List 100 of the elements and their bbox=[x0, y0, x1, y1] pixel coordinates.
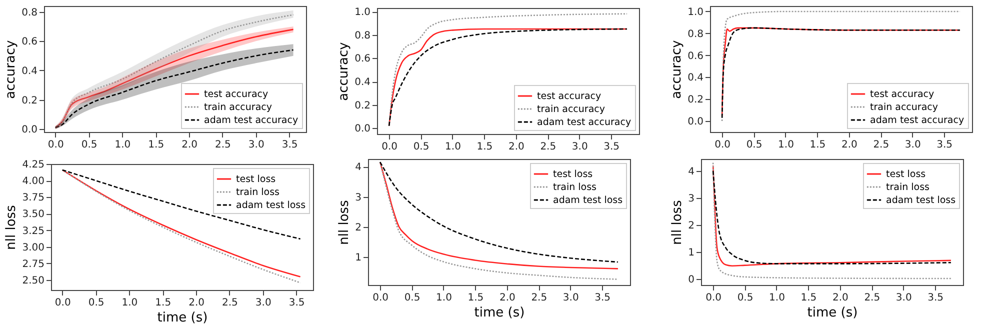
y-tick-label: 3.75 bbox=[22, 192, 44, 204]
x-tick-label: 3.0 bbox=[896, 292, 912, 304]
x-tick-label: 1.0 bbox=[436, 292, 452, 304]
x-tick-label: 1.0 bbox=[769, 292, 785, 304]
x-tick-label: 3.0 bbox=[572, 142, 588, 152]
y-tick-label: 2.75 bbox=[22, 258, 44, 270]
legend-label: test loss bbox=[886, 169, 926, 180]
x-tick-label: 2.5 bbox=[873, 140, 890, 150]
x-tick-label: 0.0 bbox=[48, 140, 64, 150]
y-tick-label: 4.00 bbox=[22, 176, 44, 188]
x-tick-label: 0.5 bbox=[737, 292, 754, 304]
y-tick-label: 0 bbox=[688, 274, 694, 286]
x-tick-label: 1.0 bbox=[778, 140, 794, 150]
y-axis-title: accuracy bbox=[336, 42, 352, 101]
x-axis-title: time (s) bbox=[474, 306, 525, 320]
y-tick-label: 3.00 bbox=[22, 242, 44, 254]
y-axis-title: nll loss bbox=[4, 204, 20, 250]
x-tick-label: 2.5 bbox=[215, 140, 231, 150]
y-axis-title: nll loss bbox=[337, 200, 352, 245]
legend-label: train loss bbox=[553, 182, 597, 193]
x-tick-label: 1.5 bbox=[148, 140, 164, 150]
legend-label: train loss bbox=[236, 187, 280, 198]
y-tick-label: 0.4 bbox=[688, 72, 704, 84]
y-tick-label: 4 bbox=[355, 162, 362, 174]
y-tick-label: 2.50 bbox=[22, 276, 44, 287]
legend-label: test accuracy bbox=[870, 89, 935, 100]
x-tick-label: 0.5 bbox=[746, 140, 762, 150]
y-tick-label: 0.0 bbox=[688, 116, 704, 128]
x-tick-label: 1.0 bbox=[122, 298, 138, 308]
legend-label: adam test loss bbox=[886, 195, 956, 206]
legend-label: train accuracy bbox=[204, 102, 272, 113]
y-axis-title: accuracy bbox=[4, 40, 19, 99]
y-tick-label: 3.25 bbox=[22, 226, 44, 237]
x-tick-label: 0.5 bbox=[81, 140, 98, 150]
y-tick-label: 1.0 bbox=[688, 6, 704, 18]
y-tick-label: 2 bbox=[355, 222, 362, 234]
x-tick-label: 3.5 bbox=[594, 292, 611, 304]
y-tick-label: 2 bbox=[688, 220, 694, 232]
x-tick-label: 1.5 bbox=[155, 298, 172, 308]
x-tick-label: 1.5 bbox=[468, 292, 484, 304]
x-tick-label: 0.0 bbox=[372, 292, 389, 304]
x-tick-label: 3.5 bbox=[928, 292, 944, 304]
x-tick-label: 1.5 bbox=[476, 142, 493, 152]
y-tick-label: 0.8 bbox=[22, 7, 38, 18]
x-tick-label: 0.5 bbox=[404, 292, 420, 304]
x-tick-label: 0.0 bbox=[706, 292, 722, 304]
x-axis-title: time (s) bbox=[157, 310, 208, 326]
x-tick-label: 1.5 bbox=[800, 292, 817, 304]
x-axis-title: time (s) bbox=[807, 306, 858, 320]
y-axis-title: nll loss bbox=[670, 200, 686, 245]
y-tick-label: 4.25 bbox=[22, 160, 44, 170]
y-axis-title: accuracy bbox=[670, 40, 685, 99]
legend-label: train accuracy bbox=[870, 102, 938, 113]
x-tick-label: 0.0 bbox=[382, 142, 398, 152]
y-tick-label: 0.6 bbox=[688, 50, 704, 62]
y-tick-label: 0.8 bbox=[688, 28, 704, 40]
y-tick-label: 0.2 bbox=[688, 94, 704, 106]
x-tick-label: 3.0 bbox=[562, 292, 579, 304]
x-tick-label: 3.5 bbox=[936, 140, 953, 150]
legend-label: adam test accuracy bbox=[870, 115, 964, 126]
x-tick-label: 0.5 bbox=[413, 142, 430, 152]
x-tick-label: 2.0 bbox=[508, 142, 524, 152]
legend-label: test loss bbox=[236, 174, 276, 185]
x-tick-label: 3.0 bbox=[248, 140, 264, 150]
y-tick-label: 0.0 bbox=[354, 124, 370, 135]
x-tick-label: 2.0 bbox=[182, 140, 198, 150]
y-tick-label: 0.2 bbox=[354, 100, 370, 112]
x-tick-label: 0.0 bbox=[54, 298, 71, 308]
x-tick-label: 3.0 bbox=[904, 140, 921, 150]
legend-label: test accuracy bbox=[204, 89, 269, 100]
legend-label: test loss bbox=[553, 169, 593, 180]
y-tick-label: 3.50 bbox=[22, 209, 44, 220]
y-tick-label: 3 bbox=[688, 193, 694, 204]
x-tick-label: 1.0 bbox=[445, 142, 461, 152]
y-tick-label: 0.0 bbox=[22, 124, 38, 136]
y-tick-label: 0.6 bbox=[354, 54, 370, 65]
legend-label: test accuracy bbox=[537, 91, 602, 102]
y-tick-label: 0.4 bbox=[22, 66, 38, 77]
x-tick-label: 2.0 bbox=[188, 298, 204, 308]
y-tick-label: 0.8 bbox=[354, 30, 370, 42]
y-tick-label: 0.4 bbox=[354, 77, 370, 88]
x-tick-label: 2.5 bbox=[540, 142, 556, 152]
x-tick-label: 0.0 bbox=[714, 140, 731, 150]
x-tick-label: 1.5 bbox=[810, 140, 826, 150]
x-tick-label: 3.5 bbox=[288, 298, 305, 308]
x-tick-label: 2.0 bbox=[832, 292, 848, 304]
x-tick-label: 2.5 bbox=[222, 298, 238, 308]
x-tick-label: 2.5 bbox=[531, 292, 548, 304]
x-tick-label: 3.0 bbox=[255, 298, 272, 308]
y-tick-label: 4 bbox=[688, 166, 694, 178]
x-tick-label: 1.0 bbox=[114, 140, 131, 150]
legend-label: adam test loss bbox=[236, 200, 306, 211]
x-tick-label: 3.5 bbox=[604, 142, 620, 152]
legend-label: train loss bbox=[886, 182, 930, 193]
x-tick-label: 0.5 bbox=[88, 298, 104, 308]
legend-label: adam test accuracy bbox=[204, 115, 298, 126]
y-tick-label: 1 bbox=[355, 252, 362, 264]
y-tick-label: 1 bbox=[688, 247, 694, 258]
x-tick-label: 2.5 bbox=[864, 292, 880, 304]
y-tick-label: 0.2 bbox=[22, 95, 38, 106]
